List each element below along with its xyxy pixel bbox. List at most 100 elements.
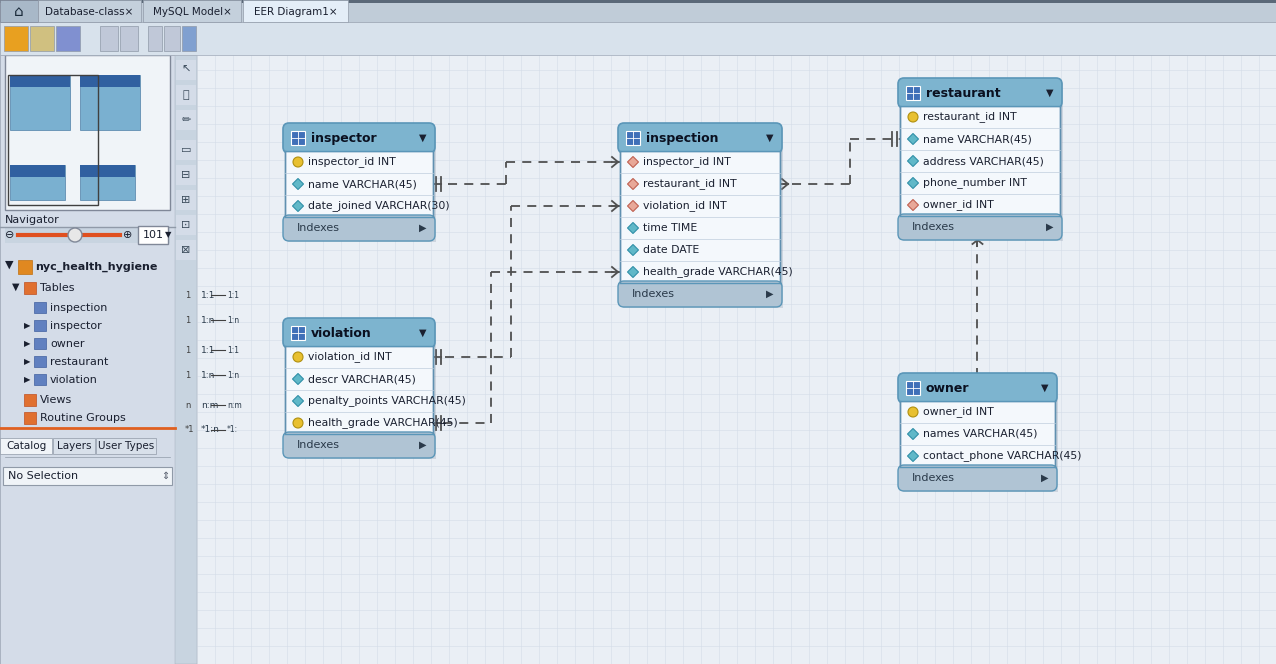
Text: ⊖: ⊖: [5, 230, 15, 240]
Text: MySQL Model×: MySQL Model×: [153, 7, 231, 17]
Polygon shape: [907, 428, 919, 440]
Text: ▶: ▶: [1041, 473, 1049, 483]
Text: ⊡: ⊡: [181, 220, 190, 230]
Bar: [38, 0, 142, 22]
Text: ▼: ▼: [11, 282, 19, 292]
Bar: [0, 0, 1276, 22]
Bar: [3, 467, 172, 485]
Text: ▼: ▼: [420, 328, 426, 338]
Polygon shape: [628, 266, 638, 278]
Bar: [4, 26, 28, 51]
Text: inspector: inspector: [50, 321, 102, 331]
Text: n:m: n:m: [202, 400, 218, 410]
Bar: [24, 282, 36, 294]
Bar: [176, 140, 197, 160]
Text: EER Diagram1×: EER Diagram1×: [254, 7, 337, 17]
Polygon shape: [292, 396, 304, 406]
Text: ▼: ▼: [5, 260, 14, 270]
Text: inspector_id INT: inspector_id INT: [308, 157, 396, 167]
Text: time TIME: time TIME: [643, 223, 697, 233]
Text: 1:1: 1:1: [202, 291, 216, 299]
Text: health_grade VARCHAR(45): health_grade VARCHAR(45): [308, 418, 458, 428]
Text: Routine Groups: Routine Groups: [40, 413, 126, 423]
Text: ▶: ▶: [24, 339, 31, 349]
Text: Indexes: Indexes: [912, 222, 954, 232]
Text: name VARCHAR(45): name VARCHAR(45): [308, 179, 417, 189]
Text: 1: 1: [185, 371, 190, 380]
Text: restaurant: restaurant: [926, 86, 1000, 100]
Text: Tables: Tables: [40, 283, 74, 293]
Text: name VARCHAR(45): name VARCHAR(45): [923, 134, 1032, 144]
Bar: [5, 55, 170, 210]
Circle shape: [293, 418, 302, 428]
Text: 1: 1: [185, 315, 190, 325]
Bar: [8, 75, 98, 205]
Bar: [900, 106, 1060, 216]
Text: Layers: Layers: [56, 441, 92, 451]
Bar: [175, 55, 197, 664]
Text: ✋: ✋: [182, 90, 189, 100]
Bar: [24, 394, 36, 406]
Text: ▼: ▼: [767, 133, 773, 143]
Text: phone_number INT: phone_number INT: [923, 177, 1027, 189]
Text: ▶: ▶: [24, 321, 31, 331]
Bar: [176, 110, 197, 130]
Bar: [176, 165, 197, 185]
Bar: [31, 26, 54, 51]
Bar: [900, 216, 1060, 227]
Text: ⇕: ⇕: [161, 471, 168, 481]
Bar: [285, 138, 433, 151]
Bar: [176, 215, 197, 235]
Bar: [34, 374, 46, 385]
Polygon shape: [292, 179, 304, 189]
Polygon shape: [292, 201, 304, 212]
Bar: [120, 26, 138, 51]
FancyBboxPatch shape: [898, 78, 1062, 108]
Bar: [165, 26, 180, 51]
Bar: [242, 0, 348, 22]
Circle shape: [909, 407, 917, 417]
Bar: [80, 165, 135, 177]
Text: 1:n: 1:n: [227, 371, 239, 380]
Text: owner_id INT: owner_id INT: [923, 406, 994, 418]
Bar: [900, 388, 1055, 401]
Bar: [285, 434, 433, 445]
Text: 1:1: 1:1: [227, 345, 239, 355]
Text: Database-class×: Database-class×: [46, 7, 134, 17]
Bar: [620, 138, 780, 151]
Text: 1:1: 1:1: [202, 345, 216, 355]
Bar: [24, 412, 36, 424]
Bar: [138, 226, 168, 244]
Text: restaurant_id INT: restaurant_id INT: [923, 112, 1017, 122]
Polygon shape: [907, 450, 919, 461]
Text: No Selection: No Selection: [8, 471, 78, 481]
Text: ▶: ▶: [420, 223, 426, 233]
Text: Indexes: Indexes: [912, 473, 954, 483]
Text: n: n: [185, 400, 190, 410]
Circle shape: [293, 352, 302, 362]
Bar: [176, 240, 197, 260]
Bar: [10, 165, 65, 200]
Text: violation_id INT: violation_id INT: [643, 201, 726, 211]
Bar: [56, 26, 80, 51]
Bar: [285, 333, 433, 346]
Polygon shape: [907, 133, 919, 145]
Polygon shape: [907, 177, 919, 189]
Text: *1:n: *1:n: [202, 426, 219, 434]
FancyBboxPatch shape: [898, 465, 1057, 491]
Text: ⊠: ⊠: [181, 245, 190, 255]
FancyBboxPatch shape: [898, 214, 1062, 240]
Text: ▶: ▶: [1046, 222, 1054, 232]
Bar: [176, 190, 197, 210]
Text: violation: violation: [50, 375, 98, 385]
Bar: [285, 151, 433, 217]
Bar: [18, 260, 32, 274]
Text: penalty_points VARCHAR(45): penalty_points VARCHAR(45): [308, 396, 466, 406]
Text: ⊞: ⊞: [181, 195, 190, 205]
Text: 1: 1: [185, 345, 190, 355]
Circle shape: [293, 157, 302, 167]
Text: ⊟: ⊟: [181, 170, 190, 180]
Text: Indexes: Indexes: [297, 440, 339, 450]
Text: owner: owner: [926, 382, 970, 394]
Bar: [900, 467, 1055, 478]
